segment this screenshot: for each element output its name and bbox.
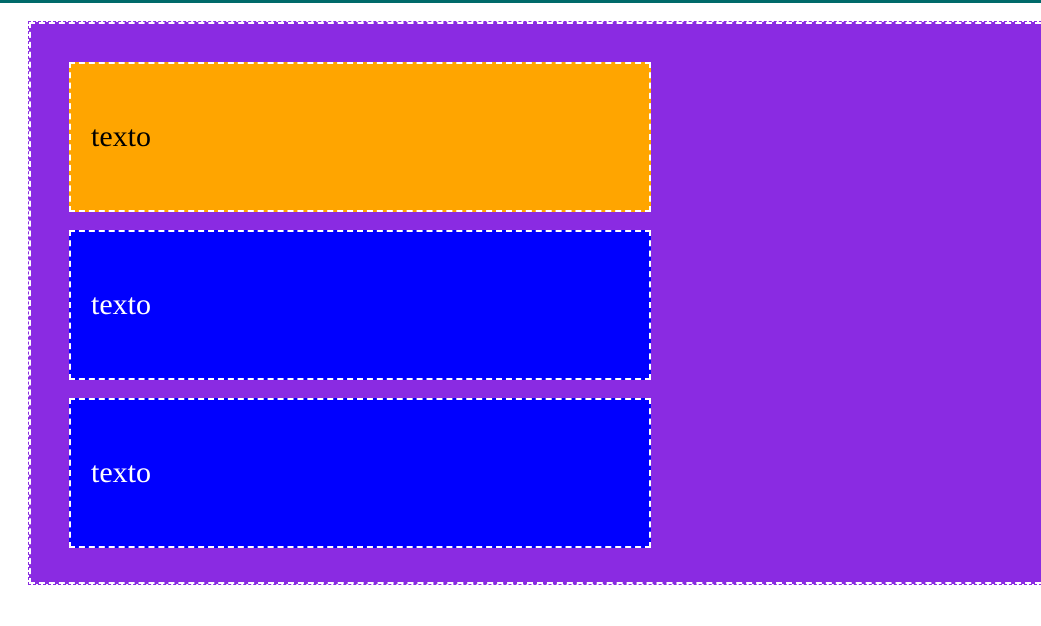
box-2: texto — [69, 230, 651, 380]
box-1: texto — [69, 62, 651, 212]
box-2-text: texto — [91, 288, 151, 321]
main-container: texto texto texto — [28, 21, 1041, 585]
box-3: texto — [69, 398, 651, 548]
top-accent-bar — [0, 0, 1041, 3]
box-1-text: texto — [91, 120, 151, 153]
box-3-text: texto — [91, 456, 151, 489]
